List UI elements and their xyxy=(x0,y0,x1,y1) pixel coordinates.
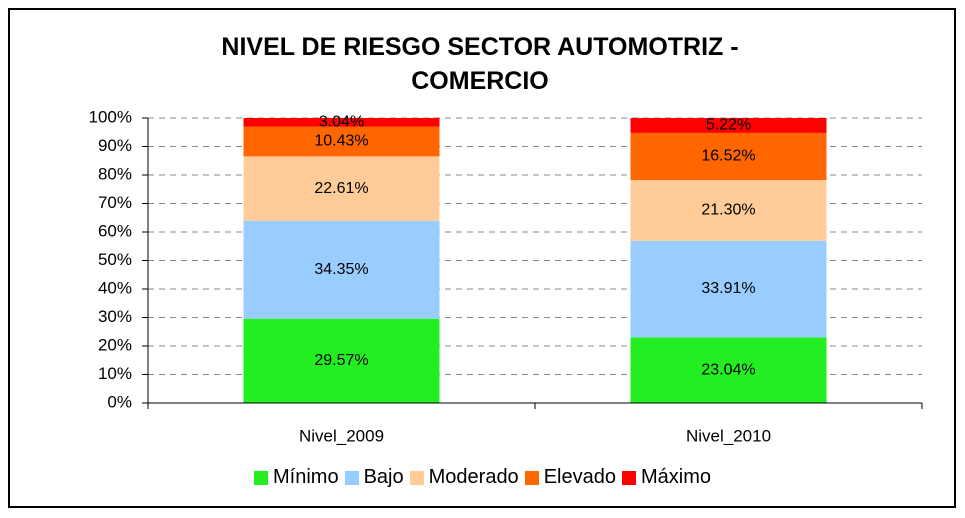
legend-item: Bajo xyxy=(344,466,404,489)
bar-segment xyxy=(630,132,827,180)
bar-segment xyxy=(630,240,827,338)
legend-swatch xyxy=(621,470,636,485)
legend-item: Mínimo xyxy=(254,466,339,489)
y-tick-label: 30% xyxy=(98,307,132,326)
bar-segment xyxy=(630,118,827,133)
y-tick-label: 0% xyxy=(107,392,132,411)
value-label: 34.35% xyxy=(314,261,368,278)
legend-swatch xyxy=(524,470,539,485)
value-label: 3.04% xyxy=(319,114,364,131)
y-tick-label: 100% xyxy=(89,107,132,126)
legend-item: Máximo xyxy=(621,466,711,489)
bar-segment xyxy=(243,118,440,127)
legend-swatch xyxy=(254,470,269,485)
legend-item: Moderado xyxy=(409,466,519,489)
bar-segment xyxy=(243,156,440,221)
legend-label: Mínimo xyxy=(273,466,339,488)
bar-segment xyxy=(243,126,440,157)
legend-item: Elevado xyxy=(524,466,616,489)
legend-swatch xyxy=(409,470,424,485)
value-label: 5.22% xyxy=(706,117,751,134)
bar-segment xyxy=(630,337,827,403)
value-label: 23.04% xyxy=(701,361,755,378)
y-tick-label: 50% xyxy=(98,250,132,269)
value-label: 29.57% xyxy=(314,352,368,369)
bar-segment xyxy=(243,220,440,319)
legend-label: Moderado xyxy=(428,466,519,488)
y-tick-label: 70% xyxy=(98,193,132,212)
legend-label: Bajo xyxy=(363,466,404,488)
x-tick-label: Nivel_2009 xyxy=(299,426,384,445)
value-label: 16.52% xyxy=(701,148,755,165)
y-tick-label: 40% xyxy=(98,278,132,297)
x-tick-label: Nivel_2010 xyxy=(686,426,771,445)
value-label: 33.91% xyxy=(701,280,755,297)
y-tick-label: 90% xyxy=(98,136,132,155)
value-label: 10.43% xyxy=(314,133,368,150)
chart-title: NIVEL DE RIESGO SECTOR AUTOMOTRIZ - COME… xyxy=(221,33,739,95)
y-tick-label: 20% xyxy=(98,335,132,354)
y-tick-label: 10% xyxy=(98,364,132,383)
y-tick-label: 60% xyxy=(98,221,132,240)
legend-swatch xyxy=(344,470,359,485)
bar-segment xyxy=(630,179,827,241)
legend-label: Máximo xyxy=(640,466,711,488)
legend: Mínimo Bajo Moderado Elevado Máximo xyxy=(0,466,965,489)
y-tick-label: 80% xyxy=(98,164,132,183)
value-label: 22.61% xyxy=(314,180,368,197)
legend-label: Elevado xyxy=(543,466,616,488)
chart-frame xyxy=(8,8,956,508)
value-label: 21.30% xyxy=(701,202,755,219)
bar-segment xyxy=(243,318,440,403)
